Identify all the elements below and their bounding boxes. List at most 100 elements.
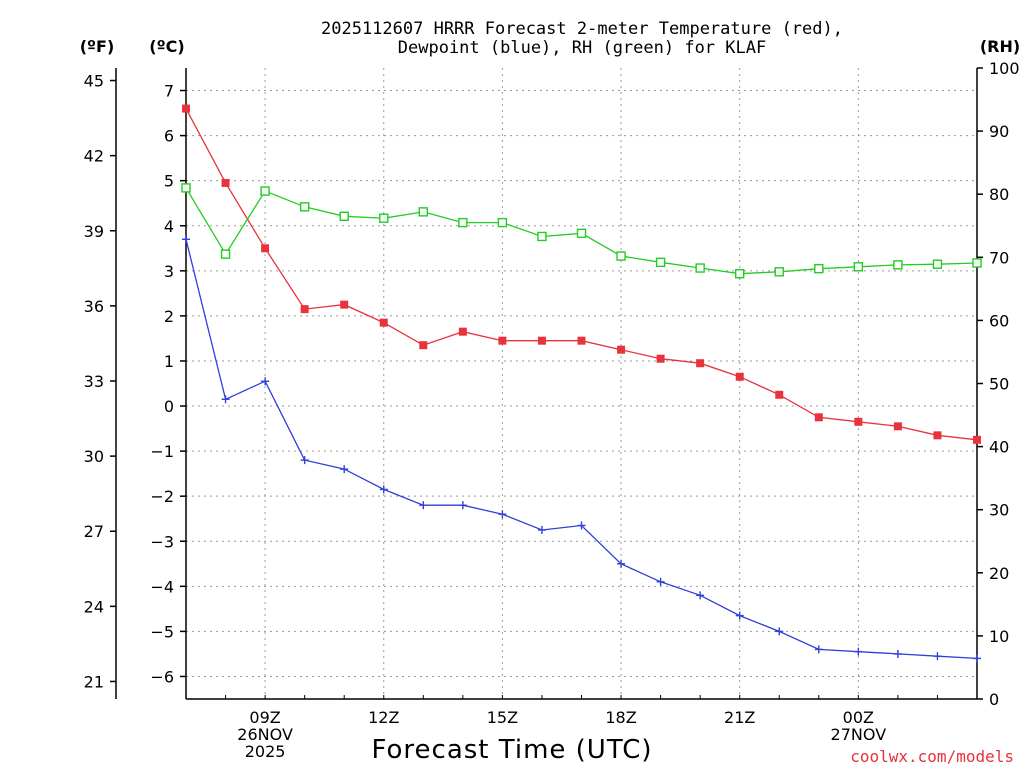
rh-tick-label: 50 [989,375,1009,394]
data-point [537,525,546,534]
chart-title-line2: Dewpoint (blue), RH (green) for KLAF [398,38,766,58]
data-point [498,336,507,345]
data-point [537,336,546,345]
rh-tick-label: 30 [989,501,1009,520]
data-point [379,213,389,223]
data-point [854,647,863,656]
x-tick-label: 15Z [487,708,518,727]
celsius-tick-label: 6 [164,127,174,146]
fahrenheit-tick-label: 36 [84,297,104,316]
data-point [973,435,981,444]
data-point [182,104,190,113]
data-point [695,263,705,273]
tick-labels: 76543210−1−2−3−4−5−645423936333027242101… [84,59,1020,761]
data-point [933,431,942,440]
celsius-tick-label: −6 [150,667,174,686]
data-point [261,244,270,253]
x-tick-label: 00Z [843,708,874,727]
celsius-tick-label: −5 [150,622,174,641]
data-point [300,305,309,314]
data-point [379,485,388,494]
data-point [419,341,428,350]
fahrenheit-tick-label: 39 [84,222,104,241]
fahrenheit-tick-label: 21 [84,672,104,691]
data-point [932,259,943,269]
data-point [497,217,508,228]
data-point [220,249,231,259]
celsius-tick-label: −2 [150,487,174,506]
data-point [973,654,981,663]
x-tick-label: 21Z [724,708,755,727]
celsius-tick-label: 1 [164,352,174,371]
data-point [221,178,230,187]
rh-tick-label: 0 [989,690,999,709]
data-point [458,327,467,336]
rh-tick-label: 100 [989,59,1020,78]
data-point [617,345,626,354]
x-tick-label: 26NOV [237,725,293,744]
data-point [577,336,586,345]
data-point [735,611,744,620]
data-point [181,183,191,193]
celsius-tick-label: −4 [150,577,174,596]
data-point [775,390,784,399]
x-tick-label: 27NOV [831,725,887,744]
data-point [498,510,507,519]
data-point [814,263,824,274]
rh-tick-label: 70 [989,248,1009,267]
data-point [655,257,666,268]
data-point [893,649,902,658]
fahrenheit-tick-label: 30 [84,447,104,466]
data-point [261,377,270,386]
data-point [458,217,468,228]
series-open-square [181,183,982,279]
data-point [339,211,349,221]
data-point [933,652,942,661]
data-point [775,627,784,636]
data-point [656,354,665,363]
axes [110,67,983,700]
data-point [418,207,428,217]
data-point [774,267,784,277]
data-point [221,395,230,404]
data-point [182,235,190,244]
celsius-tick-label: −3 [150,532,174,551]
credit-text: coolwx.com/models [850,747,1014,766]
data-point [617,559,626,568]
series-plus [182,235,981,663]
data-point [537,231,547,242]
data-point [419,501,428,510]
data-point [853,262,864,272]
celsius-tick-label: 7 [164,82,174,101]
x-tick-label: 12Z [368,708,399,727]
data-point [340,465,349,474]
celsius-tick-label: 0 [164,397,174,416]
celsius-unit-label: (ºC) [149,37,184,56]
fahrenheit-unit-label: (ºF) [80,37,115,56]
celsius-tick-label: −1 [150,442,174,461]
grid [186,68,977,699]
data-point [577,521,586,530]
data-point [379,318,388,327]
fahrenheit-tick-label: 45 [84,72,104,91]
fahrenheit-tick-label: 27 [84,522,104,541]
data-point [300,456,309,465]
celsius-tick-label: 2 [164,307,174,326]
data-point [696,359,705,368]
data-point [340,300,349,309]
rh-unit-label: (RH) [980,37,1020,56]
data-point [616,251,626,261]
x-tick-label: 18Z [605,708,636,727]
celsius-tick-label: 3 [164,262,174,281]
data-point [458,501,467,510]
data-point [972,258,982,268]
data-point [893,422,902,431]
rh-tick-label: 90 [989,122,1009,141]
data-point [735,269,745,279]
x-tick-label: 2025 [245,742,286,761]
data-point [576,228,587,239]
data-point [299,202,310,212]
chart-title-line1: 2025112607 HRRR Forecast 2-meter Tempera… [321,19,843,39]
rh-tick-label: 20 [989,564,1009,583]
data-point [656,577,665,586]
